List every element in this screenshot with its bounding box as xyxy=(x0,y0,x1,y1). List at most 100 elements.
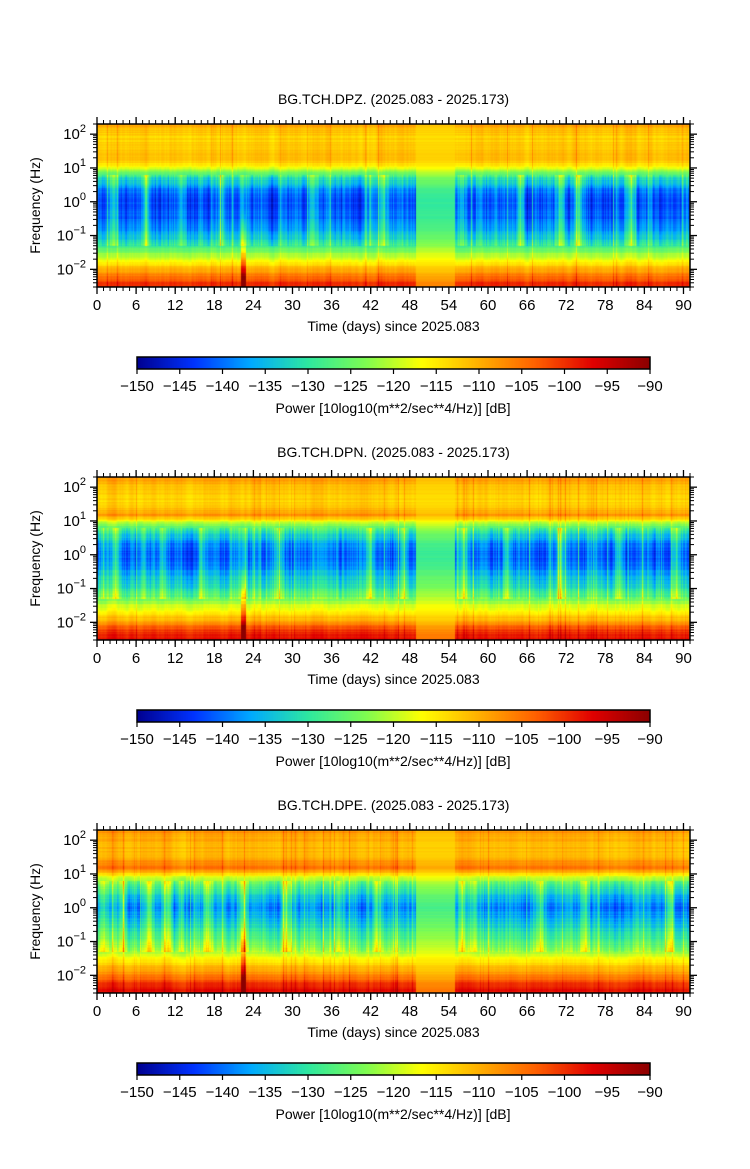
colorbar-tick-label: −115 xyxy=(420,378,453,395)
colorbar-tick-label: −145 xyxy=(163,731,197,748)
x-tick-label: 60 xyxy=(480,297,497,314)
x-axis-label: Time (days) since 2025.083 xyxy=(307,318,479,334)
x-tick-label: 18 xyxy=(206,1003,223,1020)
x-tick-label: 78 xyxy=(597,1003,614,1020)
colorbar-label: Power [10log10(m**2/sec**4/Hz)] [dB] xyxy=(276,753,511,769)
x-tick-label: 0 xyxy=(93,650,101,667)
colorbar-tick-label: −125 xyxy=(334,378,368,395)
y-tick-label: 102 xyxy=(63,476,86,496)
colorbar-tick-label: −95 xyxy=(595,378,620,395)
spectrogram-image xyxy=(97,477,690,640)
panel-dpz: BG.TCH.DPZ. (2025.083 - 2025.173) Time (… xyxy=(27,91,697,416)
colorbar-tick-label: −120 xyxy=(377,378,411,395)
x-tick-label: 36 xyxy=(323,650,340,667)
x-tick-label: 54 xyxy=(441,1003,458,1020)
x-tick-label: 42 xyxy=(362,1003,379,1020)
panel-title: BG.TCH.DPN. (2025.083 - 2025.173) xyxy=(277,444,510,460)
x-tick-label: 54 xyxy=(441,297,458,314)
y-tick-label: 10−2 xyxy=(57,258,86,278)
y-tick-label: 101 xyxy=(63,510,86,530)
colorbar-tick-label: −105 xyxy=(505,378,539,395)
colorbar-tick-label: −125 xyxy=(334,731,368,748)
colorbar-tick-label: −150 xyxy=(120,731,154,748)
x-tick-label: 78 xyxy=(597,297,614,314)
colorbar-tick-label: −130 xyxy=(291,378,325,395)
x-tick-label: 66 xyxy=(519,1003,536,1020)
colorbar-tick-label: −90 xyxy=(637,378,662,395)
colorbar-tick-label: −105 xyxy=(505,731,539,748)
colorbar-tick-label: −130 xyxy=(291,731,325,748)
y-tick-label: 101 xyxy=(63,863,86,883)
y-tick-label: 102 xyxy=(63,123,86,143)
x-tick-label: 30 xyxy=(284,297,301,314)
x-tick-label: 72 xyxy=(558,297,575,314)
x-tick-label: 66 xyxy=(519,297,536,314)
colorbar-tick-label: −140 xyxy=(206,378,240,395)
x-tick-label: 24 xyxy=(245,650,262,667)
x-tick-label: 24 xyxy=(245,1003,262,1020)
x-tick-label: 90 xyxy=(675,1003,692,1020)
y-axis-label: Frequency (Hz) xyxy=(27,510,43,606)
colorbar-tick-label: −105 xyxy=(505,1084,539,1101)
colorbar-tick-label: −100 xyxy=(548,731,582,748)
colorbar-tick-label: −135 xyxy=(248,378,282,395)
x-tick-label: 60 xyxy=(480,1003,497,1020)
x-tick-label: 42 xyxy=(362,297,379,314)
x-tick-label: 42 xyxy=(362,650,379,667)
x-tick-label: 6 xyxy=(132,297,140,314)
colorbar-tick-label: −135 xyxy=(248,1084,282,1101)
colorbar-tick-label: −100 xyxy=(548,378,582,395)
colorbar-tick-label: −110 xyxy=(463,731,496,748)
x-tick-label: 24 xyxy=(245,297,262,314)
colorbar-gradient xyxy=(137,710,650,722)
y-tick-label: 10−1 xyxy=(57,225,86,245)
colorbar-label: Power [10log10(m**2/sec**4/Hz)] [dB] xyxy=(276,400,511,416)
x-axis-label: Time (days) since 2025.083 xyxy=(307,1024,479,1040)
x-tick-label: 30 xyxy=(284,650,301,667)
colorbar-tick-label: −140 xyxy=(206,731,240,748)
colorbar-gradient xyxy=(137,1063,650,1075)
x-tick-label: 36 xyxy=(323,297,340,314)
colorbar-tick-label: −150 xyxy=(120,378,154,395)
x-tick-label: 72 xyxy=(558,650,575,667)
colorbar-label: Power [10log10(m**2/sec**4/Hz)] [dB] xyxy=(276,1106,511,1122)
colorbar-tick-label: −110 xyxy=(463,378,496,395)
colorbar-tick-label: −145 xyxy=(163,1084,197,1101)
x-axis-label: Time (days) since 2025.083 xyxy=(307,671,479,687)
colorbar-tick-label: −140 xyxy=(206,1084,240,1101)
y-tick-label: 100 xyxy=(63,897,86,917)
spectrogram-image xyxy=(97,124,690,287)
colorbar-tick-label: −150 xyxy=(120,1084,154,1101)
x-tick-label: 6 xyxy=(132,650,140,667)
colorbar-tick-label: −130 xyxy=(291,1084,325,1101)
panel-dpe: BG.TCH.DPE. (2025.083 - 2025.173) Time (… xyxy=(27,797,697,1122)
colorbar-tick-label: −90 xyxy=(637,1084,662,1101)
x-tick-label: 84 xyxy=(636,297,653,314)
spectrogram-image xyxy=(97,830,690,993)
x-tick-label: 78 xyxy=(597,650,614,667)
x-tick-label: 12 xyxy=(167,297,184,314)
colorbar-tick-label: −120 xyxy=(377,731,411,748)
panel-title: BG.TCH.DPE. (2025.083 - 2025.173) xyxy=(278,797,510,813)
y-tick-label: 102 xyxy=(63,829,86,849)
colorbar-tick-label: −95 xyxy=(595,1084,620,1101)
y-tick-label: 100 xyxy=(63,191,86,211)
x-tick-label: 60 xyxy=(480,650,497,667)
colorbar-tick-label: −90 xyxy=(637,731,662,748)
x-tick-label: 36 xyxy=(323,1003,340,1020)
y-tick-label: 10−2 xyxy=(57,964,86,984)
x-tick-label: 18 xyxy=(206,297,223,314)
x-tick-label: 66 xyxy=(519,650,536,667)
x-tick-label: 12 xyxy=(167,650,184,667)
x-tick-label: 0 xyxy=(93,1003,101,1020)
colorbar-tick-label: −125 xyxy=(334,1084,368,1101)
x-tick-label: 84 xyxy=(636,650,653,667)
x-tick-label: 84 xyxy=(636,1003,653,1020)
panel-dpn: BG.TCH.DPN. (2025.083 - 2025.173) Time (… xyxy=(27,444,697,769)
colorbar-gradient xyxy=(137,357,650,369)
colorbar-tick-label: −145 xyxy=(163,378,197,395)
x-tick-label: 48 xyxy=(401,650,418,667)
x-tick-label: 72 xyxy=(558,1003,575,1020)
x-tick-label: 0 xyxy=(93,297,101,314)
